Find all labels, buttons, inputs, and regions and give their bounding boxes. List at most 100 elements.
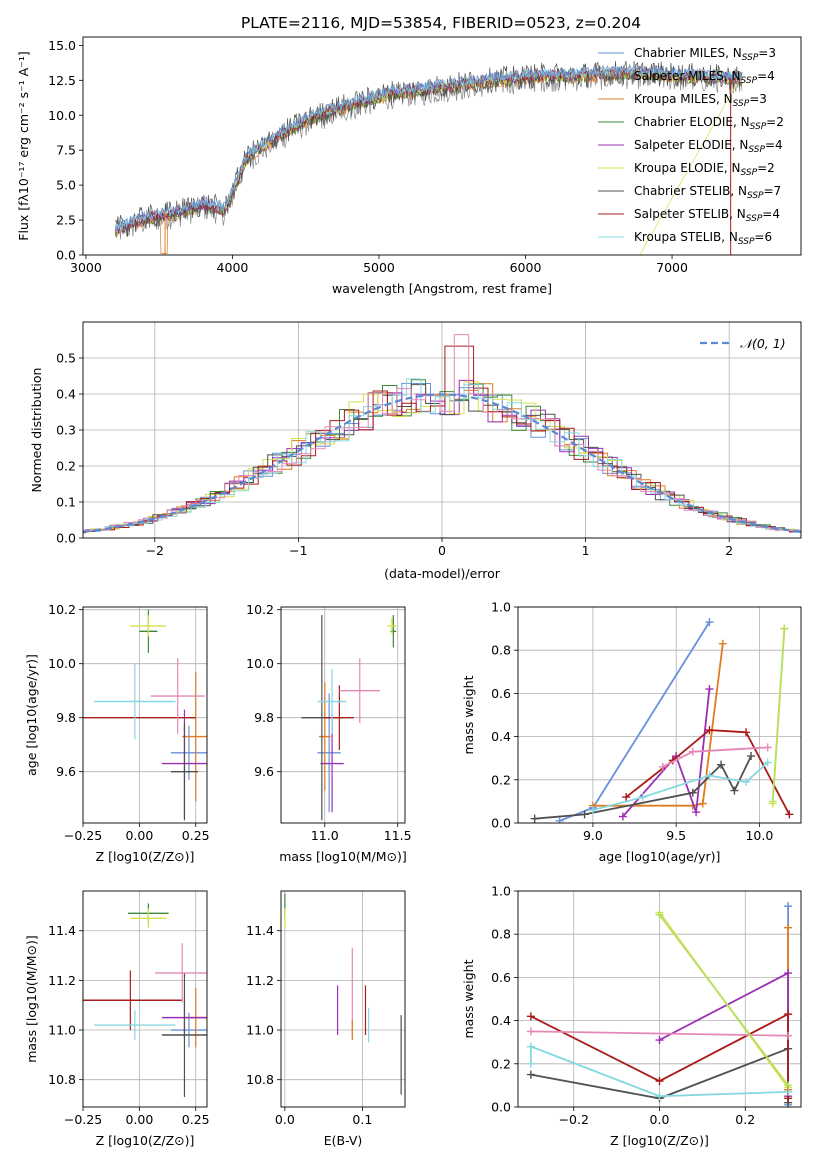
y-tick-label: 0.6 — [491, 970, 511, 985]
axes-frame — [82, 606, 208, 824]
tick-labels: 3000 4000 5000 6000 7000 0.0 2.5 5.0 7.5 10.0 12.5… — [48, 38, 688, 275]
series-marker — [742, 777, 751, 786]
y-tick-label: 0.0 — [56, 248, 76, 263]
series-marker — [747, 752, 756, 761]
y-tick-label: 0.4 — [491, 729, 511, 744]
series-marker — [780, 624, 789, 633]
normal-curve — [83, 393, 801, 533]
x-axis-label: Z [log10(Z/Z⊙)] — [610, 1133, 709, 1148]
legend-label: Salpeter STELIB, NSSP=4 — [634, 207, 780, 224]
tick-labels: −0.25 0.00 0.25 9.6 9.8 10.0 10.2 — [48, 602, 209, 843]
x-tick-label: −1 — [289, 543, 307, 558]
series-8 — [655, 910, 793, 1090]
series-marker — [555, 816, 564, 823]
tick-labels: −0.2 0.0 0.2 0.0 0.2 0.4 0.6 0.8 1.0 — [491, 884, 755, 1128]
legend-label: Chabrier MILES, NSSP=3 — [634, 46, 776, 63]
series-marker — [655, 910, 664, 919]
series-line — [530, 1030, 789, 1037]
grid-lines — [82, 891, 207, 1107]
axes-frame — [82, 36, 802, 256]
series-marker — [705, 726, 714, 735]
figure-title: PLATE=2116, MJD=53854, FIBERID=0523, z=0… — [241, 14, 641, 32]
series-marker — [705, 771, 714, 780]
series-4 — [530, 752, 756, 823]
legend-label: Kroupa STELIB, NSSP=6 — [634, 230, 772, 247]
axes-age-vs-Z: −0.25 0.00 0.25 9.6 9.8 10.0 10.2 Z [log10(Z/Z⊙… — [24, 602, 210, 864]
series-line — [534, 755, 752, 820]
x-tick-label: 0.2 — [735, 1112, 755, 1127]
series-line — [530, 1012, 789, 1099]
data-point — [182, 671, 207, 802]
data-point — [317, 669, 347, 734]
y-tick-label: 11.2 — [48, 973, 76, 988]
y-tick-label: 0.0 — [491, 816, 511, 831]
x-axis-label: E(B-V) — [324, 1133, 363, 1148]
grid-lines — [518, 890, 801, 1108]
y-tick-label: 1.0 — [491, 884, 511, 899]
y-tick-label: 10.0 — [246, 656, 274, 671]
x-tick-label: 9.0 — [583, 828, 603, 843]
series-marker — [655, 1092, 664, 1101]
series-marker — [530, 814, 539, 823]
series-marker — [784, 1031, 793, 1040]
y-axis-label: age [log10(age/yr)] — [24, 654, 39, 776]
y-tick-label: 9.6 — [254, 764, 274, 779]
grid-lines — [518, 606, 801, 824]
y-tick-label: 11.4 — [48, 923, 76, 938]
grid-lines — [281, 891, 405, 1107]
series-marker — [717, 760, 726, 769]
data-point — [318, 682, 331, 791]
y-tick-label: 0.2 — [56, 459, 76, 474]
data-point — [339, 658, 381, 724]
series-marker — [784, 1010, 793, 1019]
axes-mass-vs-Z: −0.25 0.00 0.25 10.8 11.0 11.2 11.4 Z [log10(Z/… — [24, 890, 210, 1148]
x-tick-label: 10.0 — [745, 828, 773, 843]
x-tick-label: 6000 — [510, 260, 542, 275]
plot-area — [83, 334, 801, 534]
x-tick-label: 4000 — [217, 260, 249, 275]
axes-frame — [517, 606, 802, 824]
spectrum-line-0 — [114, 64, 743, 231]
histogram-6 — [83, 345, 801, 534]
x-tick-label: −0.2 — [559, 1112, 589, 1127]
axes-mass-vs-EBV: 0.0 0.1 10.8 11.0 11.2 11.4 E(B-V) — [246, 890, 406, 1148]
x-tick-label: 5000 — [363, 260, 395, 275]
series-marker — [622, 793, 631, 802]
data-point — [155, 943, 207, 1003]
y-tick-label: 12.5 — [48, 73, 76, 88]
axes-weight-vs-age: 9.0 9.5 10.0 0.0 0.2 0.4 0.6 0.8 1.0 age [log10(a… — [461, 600, 802, 864]
series-marker — [692, 808, 701, 817]
y-tick-label: 15.0 — [48, 38, 76, 53]
y-tick-label: 10.0 — [48, 108, 76, 123]
y-tick-label: 11.4 — [246, 923, 274, 938]
legend: Chabrier MILES, NSSP=3 Salpeter MILES, NS… — [598, 46, 784, 247]
y-tick-label: 10.2 — [246, 602, 274, 617]
y-axis-label: mass weight — [461, 675, 476, 754]
y-tick-label: 11.0 — [246, 1023, 274, 1038]
x-tick-label: 0.00 — [125, 828, 153, 843]
data-point — [324, 685, 354, 751]
y-tick-label: 0.2 — [491, 772, 511, 787]
legend-label: 𝒩(0, 1) — [740, 336, 786, 351]
x-tick-label: 9.5 — [666, 828, 686, 843]
series-marker — [526, 1012, 535, 1021]
y-axis-label: Normed distribution — [29, 368, 44, 493]
series-5 — [526, 1010, 793, 1103]
tick-labels: 9.0 9.5 10.0 0.0 0.2 0.4 0.6 0.8 1.0 — [491, 600, 773, 844]
x-tick-label: 11.5 — [384, 828, 412, 843]
series-marker — [784, 902, 793, 911]
data-point — [150, 658, 205, 734]
y-tick-label: 0.4 — [56, 387, 76, 402]
x-tick-label: 0.1 — [352, 1112, 372, 1127]
plot-area — [284, 893, 402, 1095]
y-tick-label: 0.5 — [56, 351, 76, 366]
legend-label: Chabrier STELIB, NSSP=7 — [634, 184, 781, 201]
axes-weight-vs-Z: −0.2 0.0 0.2 0.0 0.2 0.4 0.6 0.8 1.0 Z [log10(Z/Z… — [461, 884, 802, 1148]
series-marker — [742, 728, 751, 737]
x-tick-label: 0.0 — [650, 1112, 670, 1127]
y-tick-label: 10.2 — [48, 602, 76, 617]
x-tick-label: 0.25 — [182, 1112, 210, 1127]
series-marker — [705, 618, 714, 627]
x-tick-label: 7000 — [656, 260, 688, 275]
y-tick-label: 0.8 — [491, 643, 511, 658]
